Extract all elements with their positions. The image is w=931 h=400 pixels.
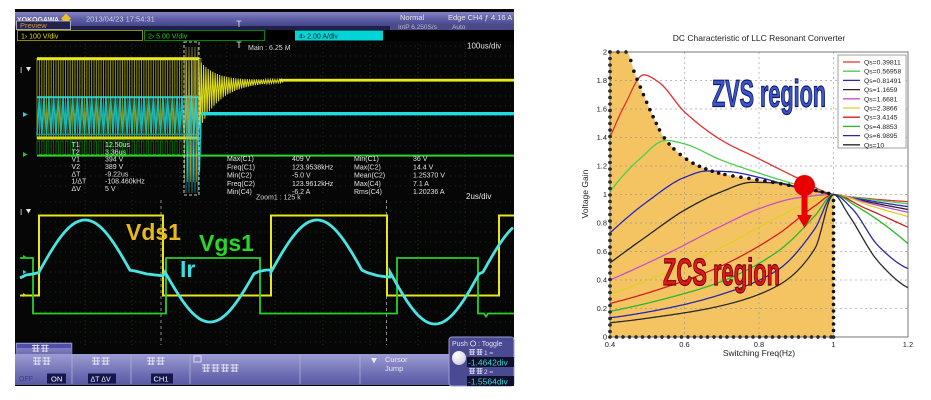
svg-text:2› 5.00 V/div: 2› 5.00 V/div bbox=[148, 34, 188, 41]
svg-text:Min(C1): Min(C1) bbox=[354, 156, 379, 163]
svg-text:1› 100 V/div: 1› 100 V/div bbox=[21, 34, 59, 41]
svg-text:5 V: 5 V bbox=[105, 186, 116, 193]
svg-text:Min(C2): Min(C2) bbox=[227, 173, 252, 180]
svg-text:Main : 6.25 M: Main : 6.25 M bbox=[248, 45, 291, 52]
svg-text:2: 2 bbox=[603, 48, 607, 57]
svg-text:0.6: 0.6 bbox=[597, 247, 607, 256]
svg-text:Voltage Gain: Voltage Gain bbox=[580, 169, 590, 218]
svg-text:Zoom1 : 125 k: Zoom1 : 125 k bbox=[256, 195, 301, 202]
svg-text:2us/div: 2us/div bbox=[466, 192, 491, 201]
svg-text:Freq(C2): Freq(C2) bbox=[227, 181, 255, 188]
svg-text:V1: V1 bbox=[72, 157, 81, 164]
svg-text:Cursor: Cursor bbox=[385, 355, 408, 364]
svg-text:2013/04/23 17:54:31: 2013/04/23 17:54:31 bbox=[86, 15, 155, 24]
svg-text:0.4: 0.4 bbox=[597, 276, 607, 285]
svg-text:1.4: 1.4 bbox=[597, 133, 607, 142]
svg-text:I: I bbox=[20, 208, 22, 217]
svg-text:ZVS region: ZVS region bbox=[712, 74, 826, 116]
svg-text:0.8: 0.8 bbox=[597, 219, 607, 228]
svg-text:Max(C4): Max(C4) bbox=[354, 181, 381, 188]
svg-text:12.50us: 12.50us bbox=[105, 142, 130, 149]
svg-text:1: 1 bbox=[831, 340, 835, 349]
svg-text:3.36us: 3.36us bbox=[105, 149, 127, 156]
svg-text:1: 1 bbox=[603, 190, 607, 199]
svg-text:ΔT: ΔT bbox=[72, 171, 82, 178]
svg-text:4› 2.00 A/div: 4› 2.00 A/div bbox=[299, 34, 338, 41]
svg-text:Qs=1.1659: Qs=1.1659 bbox=[864, 87, 898, 94]
svg-text:Qs=3.4145: Qs=3.4145 bbox=[864, 115, 898, 122]
svg-text:7.1 A: 7.1 A bbox=[413, 181, 429, 188]
svg-text:389 V: 389 V bbox=[105, 164, 124, 171]
svg-text:Qs=6.9895: Qs=6.9895 bbox=[864, 133, 898, 140]
svg-text:Qs=0.81491: Qs=0.81491 bbox=[864, 78, 901, 85]
svg-text:Qs=4.8853: Qs=4.8853 bbox=[864, 124, 898, 131]
svg-text:Qs=0.56958: Qs=0.56958 bbox=[864, 69, 901, 76]
svg-text:-9.22us: -9.22us bbox=[105, 171, 129, 178]
svg-text:0.4: 0.4 bbox=[605, 340, 615, 349]
svg-text:-5.0 V: -5.0 V bbox=[292, 173, 311, 180]
svg-text:Max(C2): Max(C2) bbox=[354, 164, 381, 171]
svg-text:ON: ON bbox=[51, 375, 62, 384]
svg-text:1.20236 A: 1.20236 A bbox=[413, 189, 445, 196]
svg-text:CH1: CH1 bbox=[154, 375, 169, 384]
svg-text:1.6: 1.6 bbox=[597, 105, 607, 114]
svg-text:Qs=10: Qs=10 bbox=[864, 142, 884, 149]
svg-text:Auto: Auto bbox=[452, 24, 466, 31]
svg-text:V2: V2 bbox=[72, 164, 81, 171]
svg-text:DC Characteristic of LLC Reson: DC Characteristic of LLC Resonant Conver… bbox=[673, 33, 846, 43]
svg-text:I: I bbox=[20, 66, 22, 75]
svg-text:Qs=2.3866: Qs=2.3866 bbox=[864, 106, 898, 113]
svg-text:123.9612kHz: 123.9612kHz bbox=[292, 181, 334, 188]
svg-text:1.2: 1.2 bbox=[597, 162, 607, 171]
svg-text:-6.2 A: -6.2 A bbox=[292, 189, 311, 196]
svg-text:Switching Freq(Hz): Switching Freq(Hz) bbox=[723, 348, 795, 358]
svg-text:1/ΔT: 1/ΔT bbox=[72, 179, 88, 186]
svg-text:409 V: 409 V bbox=[292, 156, 311, 163]
svg-text:394 V: 394 V bbox=[105, 157, 124, 164]
svg-text:Max(C1): Max(C1) bbox=[227, 156, 254, 163]
svg-text:Freq(C1): Freq(C1) bbox=[227, 164, 255, 171]
svg-text:Edge CH4 ƒ 4.16 A: Edge CH4 ƒ 4.16 A bbox=[448, 13, 512, 22]
svg-text:Ir: Ir bbox=[180, 256, 195, 282]
svg-text:0.8: 0.8 bbox=[754, 340, 764, 349]
svg-text:1 =: 1 = bbox=[484, 350, 493, 357]
svg-text:1.8: 1.8 bbox=[597, 76, 607, 85]
svg-text:-108.460kHz: -108.460kHz bbox=[105, 179, 145, 186]
svg-text:ZCS region: ZCS region bbox=[663, 252, 780, 294]
svg-text:14.4 V: 14.4 V bbox=[413, 164, 434, 171]
svg-text:T2: T2 bbox=[72, 149, 80, 156]
svg-text:: Toggle: : Toggle bbox=[478, 341, 502, 348]
svg-text:-1.5564div: -1.5564div bbox=[468, 377, 508, 387]
svg-text:100us/div: 100us/div bbox=[467, 42, 501, 51]
svg-text:-1.4642div: -1.4642div bbox=[468, 358, 508, 368]
svg-text:1.2: 1.2 bbox=[903, 340, 913, 349]
svg-text:0: 0 bbox=[603, 333, 607, 342]
svg-text:Rms(C4): Rms(C4) bbox=[354, 189, 382, 196]
svg-text:ΔT ΔV: ΔT ΔV bbox=[91, 377, 111, 384]
svg-text:T1: T1 bbox=[72, 142, 80, 149]
svg-text:Vgs1: Vgs1 bbox=[199, 230, 254, 256]
svg-text:Mean(C2): Mean(C2) bbox=[354, 173, 385, 180]
svg-text:Min(C4): Min(C4) bbox=[227, 189, 252, 196]
svg-text:1.25370 V: 1.25370 V bbox=[413, 173, 445, 180]
svg-text:0.2: 0.2 bbox=[597, 304, 607, 313]
svg-text:ΔV: ΔV bbox=[72, 186, 82, 193]
svg-text:IntP 6.250S/s: IntP 6.250S/s bbox=[398, 24, 438, 31]
svg-text:123.9538kHz: 123.9538kHz bbox=[292, 164, 334, 171]
svg-text:Vds1: Vds1 bbox=[126, 219, 181, 245]
svg-text:Qs=0.39811: Qs=0.39811 bbox=[864, 60, 901, 67]
svg-text:Push: Push bbox=[452, 341, 468, 348]
svg-text:OFF: OFF bbox=[19, 376, 33, 383]
svg-text:Qs=1.6681: Qs=1.6681 bbox=[864, 96, 898, 103]
svg-text:Jump: Jump bbox=[385, 364, 403, 373]
svg-text:36 V: 36 V bbox=[413, 156, 428, 163]
svg-text:Normal: Normal bbox=[400, 13, 425, 22]
svg-text:YOKOGAWA: YOKOGAWA bbox=[17, 17, 59, 24]
svg-text:2 =: 2 = bbox=[484, 369, 493, 376]
svg-text:Preview: Preview bbox=[20, 21, 47, 30]
svg-text:0.6: 0.6 bbox=[679, 340, 689, 349]
